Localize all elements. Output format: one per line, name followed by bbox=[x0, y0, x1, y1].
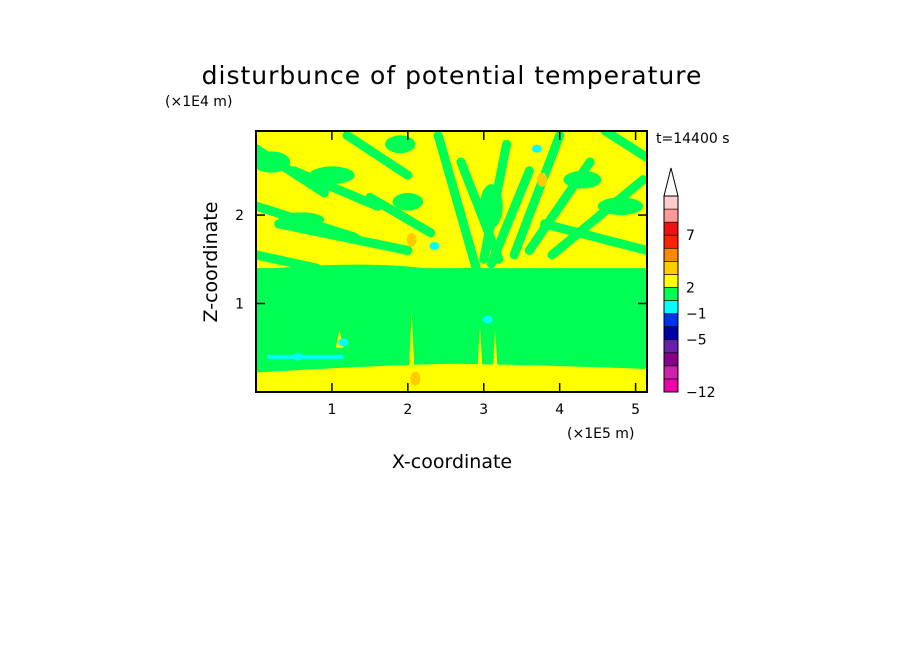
x-tick-label: 1 bbox=[327, 402, 336, 418]
colorbar-label: −1 bbox=[686, 307, 707, 323]
cool-spot bbox=[531, 144, 542, 153]
green-patch bbox=[256, 151, 291, 173]
colorbar-segment bbox=[663, 221, 679, 236]
x-unit-label: (×1E5 m) bbox=[567, 426, 634, 442]
warm-spot bbox=[410, 371, 421, 386]
chart-title: disturbunce of potential temperature bbox=[202, 61, 703, 90]
x-axis: 1 2 3 4 5 bbox=[327, 131, 640, 418]
y-tick-label: 2 bbox=[235, 208, 244, 224]
plot-frame bbox=[255, 130, 648, 393]
plume bbox=[476, 325, 484, 392]
green-band bbox=[456, 157, 504, 264]
green-band bbox=[256, 250, 322, 273]
cool-spot bbox=[338, 338, 349, 347]
colorbar-label: 2 bbox=[686, 280, 695, 296]
green-patch bbox=[278, 212, 325, 227]
green-patch bbox=[392, 192, 424, 211]
colorbar-label: 7 bbox=[686, 228, 695, 244]
colorbar-segment bbox=[663, 300, 679, 314]
colorbar-segment bbox=[663, 261, 679, 275]
green-transition bbox=[256, 264, 454, 291]
y-unit-label: (×1E4 m) bbox=[165, 94, 232, 110]
green-band bbox=[365, 192, 436, 238]
x-tick-label: 5 bbox=[631, 402, 640, 418]
green-patch bbox=[479, 184, 503, 229]
green-patch bbox=[563, 170, 602, 189]
colorbar-segment bbox=[663, 287, 679, 301]
cool-streak bbox=[267, 354, 344, 359]
green-band bbox=[540, 219, 647, 255]
cool-spot bbox=[429, 242, 440, 251]
plume bbox=[491, 330, 499, 392]
y-axis-title: Z-coordinate bbox=[200, 202, 222, 323]
green-band bbox=[547, 175, 647, 260]
colorbar-segment bbox=[663, 339, 679, 354]
colorbar-segment bbox=[663, 274, 679, 288]
warm-spot bbox=[537, 172, 548, 187]
colorbar-extend-arrow bbox=[663, 167, 679, 197]
colorbar-segment bbox=[663, 208, 679, 223]
x-tick-label: 2 bbox=[403, 402, 412, 418]
x-axis-title: X-coordinate bbox=[392, 451, 512, 473]
green-patch bbox=[309, 166, 355, 185]
colorbar-segment bbox=[663, 378, 679, 393]
cool-spot bbox=[482, 315, 493, 324]
green-patch bbox=[385, 135, 416, 154]
green-band bbox=[433, 131, 481, 273]
green-patch bbox=[597, 197, 644, 216]
green-band bbox=[289, 166, 382, 211]
colorbar: 7 2 −1 −5 −12 bbox=[663, 167, 716, 401]
colorbar-segment bbox=[663, 195, 679, 210]
green-band bbox=[600, 131, 647, 163]
colorbar-segment bbox=[663, 234, 679, 249]
upper-layer-region bbox=[256, 131, 647, 269]
colorbar-segment bbox=[663, 247, 679, 262]
green-band bbox=[509, 131, 565, 260]
colorbar-frame bbox=[663, 195, 679, 393]
y-axis: 12 bbox=[235, 208, 647, 313]
x-tick-label: 3 bbox=[479, 402, 488, 418]
colorbar-segment bbox=[663, 326, 679, 341]
time-label: t=14400 s bbox=[656, 131, 730, 147]
green-band bbox=[342, 131, 413, 180]
x-tick-label: 4 bbox=[555, 402, 564, 418]
colorbar-segment bbox=[663, 365, 679, 380]
warm-spot bbox=[406, 232, 417, 247]
colorbar-label: −5 bbox=[686, 333, 707, 349]
plume bbox=[407, 312, 416, 392]
green-band bbox=[274, 219, 413, 255]
colorbar-label: −12 bbox=[686, 385, 716, 401]
contour-field bbox=[256, 131, 647, 392]
y-tick-label: 1 bbox=[235, 297, 244, 313]
surface-band bbox=[256, 363, 647, 392]
green-band bbox=[486, 166, 534, 269]
colorbar-segment bbox=[663, 352, 679, 367]
colorbar-segment bbox=[663, 313, 679, 327]
